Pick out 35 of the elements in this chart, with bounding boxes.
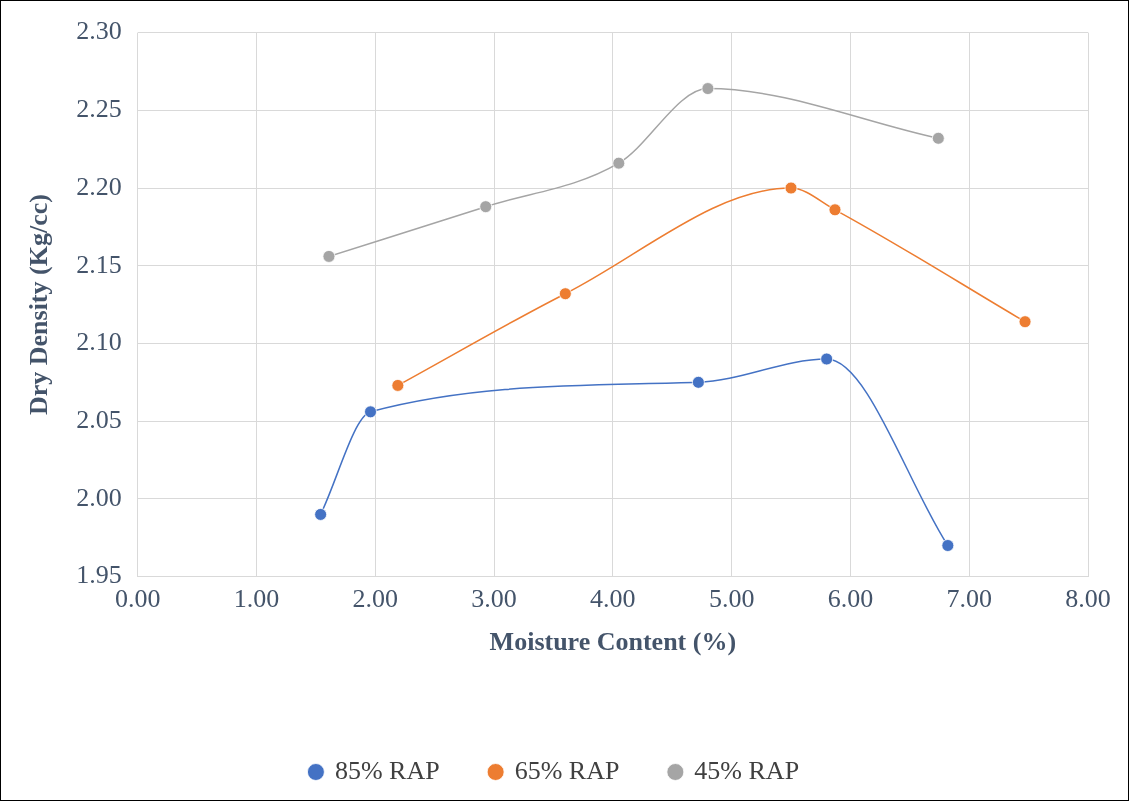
point [784,181,798,195]
x-tick-label: 6.00 [827,584,874,614]
legend-label: 45% RAP [694,755,800,785]
x-tick-label: 1.00 [233,584,280,614]
point [612,156,626,170]
point [322,250,336,263]
x-tick-label: 2.00 [352,584,399,614]
x-tick-label: 4.00 [590,584,636,614]
point [941,539,955,552]
point [314,508,328,521]
point [828,203,842,217]
point [479,200,493,214]
x-tick-label: 5.00 [708,584,755,614]
point [931,131,945,145]
y-tick-label: 2.00 [76,482,122,512]
point [701,82,715,95]
point [820,352,834,366]
x-axis-title: Moisture Content (%) [489,627,737,657]
x-tick-label: 7.00 [946,584,992,614]
y-tick-label: 2.15 [76,249,122,279]
y-tick-label: 2.10 [76,327,122,357]
y-axis-title: Dry Density (Kg/cc) [24,194,54,416]
x-tick-label: 3.00 [471,584,517,614]
legend-label: 85% RAP [334,755,440,785]
point [391,379,405,392]
x-tick-label: 8.00 [1065,584,1111,614]
point [364,405,377,419]
legend-label: 65% RAP [514,755,620,785]
y-tick-label: 2.25 [76,94,122,124]
y-tick-label: 2.20 [76,171,122,201]
y-tick-label: 2.30 [76,16,122,46]
y-tick-label: 2.05 [76,405,122,434]
point [558,287,572,301]
point [1018,315,1032,329]
point [691,375,705,389]
